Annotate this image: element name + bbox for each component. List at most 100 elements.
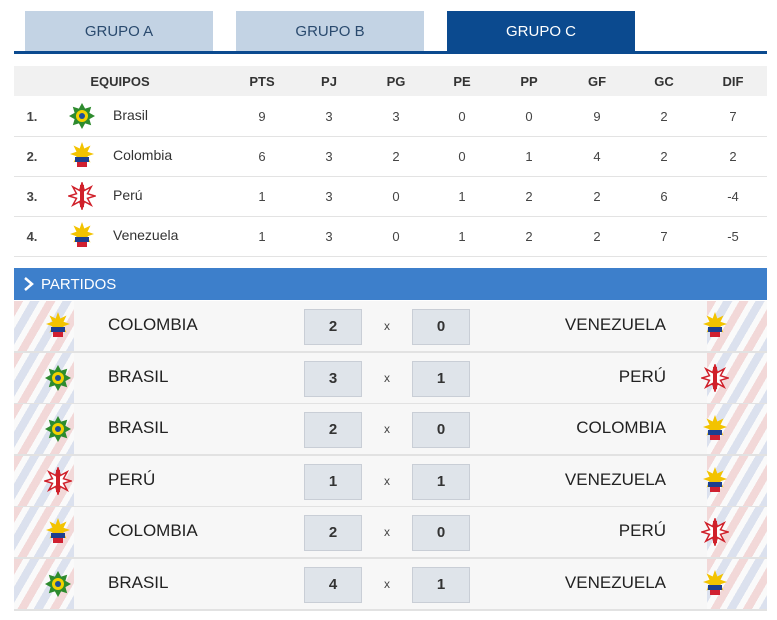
stat: 0 <box>392 229 400 244</box>
separator: x <box>384 319 390 333</box>
stat: 3 <box>325 109 333 124</box>
team-flag <box>70 142 94 167</box>
team-flag <box>703 415 727 441</box>
separator: x <box>384 525 390 540</box>
stat: 0 <box>458 109 466 124</box>
stat: 3 <box>325 149 333 164</box>
standings-row <box>14 96 767 137</box>
away-team: COLOMBIA <box>576 418 666 438</box>
separator: x <box>384 577 390 591</box>
match-row: BRASIL 4 x 1 VENEZUELA <box>14 559 767 611</box>
match-row: BRASIL 2 x 0 COLOMBIA <box>14 404 767 457</box>
home-team: BRASIL <box>108 573 169 592</box>
group-tab[interactable]: GRUPO C <box>447 11 635 51</box>
team-flag <box>46 518 70 544</box>
team-flag <box>701 363 729 392</box>
home-team: COLOMBIA <box>108 521 198 541</box>
stat: 0 <box>392 189 400 204</box>
column-header: PJ <box>321 74 337 89</box>
home-score: 3 <box>304 360 362 397</box>
stat: 6 <box>660 189 668 204</box>
stat: 3 <box>325 189 333 204</box>
stat: 2 <box>660 149 668 164</box>
home-score: 2 <box>304 515 362 552</box>
team-flag <box>46 312 70 337</box>
stat: 9 <box>593 109 601 124</box>
away-score: 0 <box>412 412 470 449</box>
home-team: PERÚ <box>108 469 156 489</box>
stat: -5 <box>727 229 739 244</box>
home-team: BRASIL <box>108 366 169 386</box>
column-header: PG <box>386 74 406 89</box>
team-flag <box>44 466 72 495</box>
stat: 1 <box>525 149 533 164</box>
team-flag <box>68 182 96 210</box>
separator: x <box>384 370 390 385</box>
away-score: 0 <box>412 515 470 552</box>
column-header: EQUIPOS <box>90 74 150 89</box>
away-score: 0 <box>412 309 470 345</box>
matches-header: PARTIDOS <box>14 268 767 300</box>
stat: 2 <box>593 229 601 244</box>
home-score: 2 <box>304 309 362 345</box>
team-name: Perú <box>113 187 143 203</box>
home-score: 2 <box>304 412 362 449</box>
stat: 2 <box>729 149 737 164</box>
team-flag <box>701 518 729 547</box>
team-flag <box>45 364 71 391</box>
stat: 9 <box>258 109 266 124</box>
stat: 0 <box>458 149 466 164</box>
home-score: 4 <box>304 567 362 603</box>
stat: 1 <box>258 229 266 244</box>
stat: 7 <box>660 229 668 244</box>
stat: 1 <box>258 189 266 204</box>
rank: 3. <box>26 189 38 204</box>
standings-header <box>14 66 767 96</box>
column-header: DIF <box>722 74 744 89</box>
match-row: COLOMBIA 2 x 0 VENEZUELA <box>14 301 767 353</box>
home-score: 1 <box>304 463 362 500</box>
stat: 1 <box>458 229 466 244</box>
group-tab[interactable]: GRUPO A <box>25 11 213 51</box>
stat: 0 <box>525 109 533 124</box>
away-team: PERÚ <box>618 366 666 386</box>
match-row: PERÚ 1 x 1 VENEZUELA <box>14 455 767 508</box>
chevron <box>24 277 34 291</box>
team-flag <box>703 312 727 337</box>
home-team: COLOMBIA <box>108 315 198 334</box>
team-flag <box>69 103 95 129</box>
match-row: COLOMBIA 2 x 0 PERÚ <box>14 507 767 560</box>
team-name: Colombia <box>113 147 173 163</box>
stat: 6 <box>258 149 266 164</box>
team-flag <box>70 222 94 247</box>
stat: 1 <box>458 189 466 204</box>
team-flag <box>45 571 71 597</box>
home-team: BRASIL <box>108 418 169 438</box>
team-flag <box>703 466 727 492</box>
stat: 2 <box>392 149 400 164</box>
team-flag <box>45 416 71 443</box>
group-tab[interactable]: GRUPO B <box>236 11 424 51</box>
column-header: PP <box>520 74 538 89</box>
stat: -4 <box>727 189 739 204</box>
away-team: VENEZUELA <box>564 469 666 489</box>
stat: 4 <box>593 149 601 164</box>
stat: 2 <box>593 189 601 204</box>
column-header: PTS <box>249 74 275 89</box>
separator: x <box>384 422 390 437</box>
team-name: Venezuela <box>113 227 179 243</box>
away-score: 1 <box>412 567 470 603</box>
matches-title: PARTIDOS <box>41 276 117 293</box>
column-header: GC <box>654 74 674 89</box>
standings-row <box>14 216 767 257</box>
stat: 7 <box>729 109 737 124</box>
match-row: BRASIL 3 x 1 PERÚ <box>14 352 767 405</box>
away-team: PERÚ <box>618 521 666 541</box>
standings-row <box>14 176 767 217</box>
tab-underline <box>14 51 767 54</box>
stat: 2 <box>525 189 533 204</box>
stat: 2 <box>660 109 668 124</box>
rank: 1. <box>26 109 38 124</box>
away-score: 1 <box>412 463 470 500</box>
